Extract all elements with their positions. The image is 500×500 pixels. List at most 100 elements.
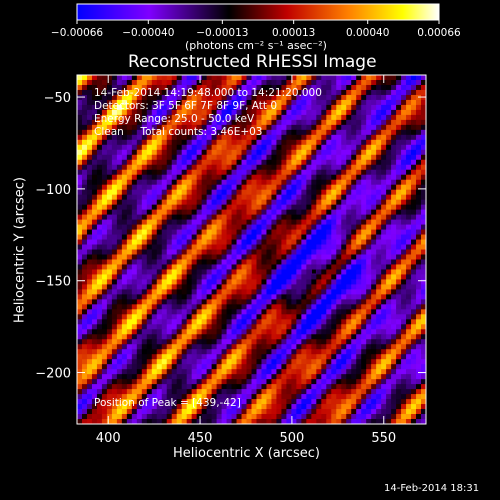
heatmap-cell <box>171 154 178 161</box>
heatmap-cell <box>206 319 213 325</box>
heatmap-cell <box>396 99 402 106</box>
heatmap-cell <box>326 119 332 126</box>
heatmap-cell <box>206 194 213 201</box>
heatmap-cell <box>196 384 203 390</box>
heatmap-cell <box>221 239 227 245</box>
heatmap-cell <box>171 204 178 211</box>
heatmap-cell <box>96 304 103 310</box>
heatmap-cell <box>366 359 372 365</box>
heatmap-cell <box>386 349 392 355</box>
heatmap-cell <box>156 154 163 161</box>
heatmap-cell <box>106 334 113 340</box>
heatmap-cell <box>356 264 362 270</box>
heatmap-cell <box>191 309 198 315</box>
heatmap-cell <box>321 239 327 245</box>
heatmap-cell <box>121 149 128 156</box>
heatmap-cell <box>396 309 402 315</box>
heatmap-cell <box>256 209 262 215</box>
heatmap-cell <box>186 89 193 96</box>
heatmap-cell <box>266 234 272 240</box>
heatmap-cell <box>416 334 422 340</box>
heatmap-cell <box>416 414 422 420</box>
heatmap-cell <box>136 174 143 181</box>
heatmap-cell <box>291 144 297 151</box>
heatmap-cell <box>421 154 426 161</box>
heatmap-cell <box>301 339 307 345</box>
heatmap-cell <box>246 319 252 325</box>
heatmap-cell <box>241 129 247 136</box>
heatmap-cell <box>311 224 317 230</box>
heatmap-cell <box>281 294 287 300</box>
heatmap-cell <box>176 354 183 360</box>
heatmap-cell <box>146 89 153 96</box>
heatmap-cell <box>291 75 297 81</box>
heatmap-cell <box>96 324 103 330</box>
heatmap-cell <box>81 414 88 420</box>
heatmap-cell <box>266 364 272 370</box>
heatmap-cell <box>131 394 138 400</box>
heatmap-cell <box>416 194 422 201</box>
heatmap-cell <box>421 79 426 86</box>
heatmap-cell <box>106 264 113 270</box>
heatmap-cell <box>326 114 332 121</box>
heatmap-cell <box>171 179 178 186</box>
heatmap-cell <box>256 379 262 385</box>
heatmap-cell <box>211 309 217 315</box>
heatmap-cell <box>246 159 252 166</box>
heatmap-cell <box>211 419 217 424</box>
heatmap-cell <box>286 144 292 151</box>
heatmap-cell <box>196 349 203 355</box>
heatmap-cell <box>351 184 357 191</box>
heatmap-cell <box>396 204 402 211</box>
heatmap-cell <box>151 229 158 235</box>
heatmap-cell <box>176 194 183 201</box>
heatmap-cell <box>256 189 262 196</box>
heatmap-cell <box>261 274 267 280</box>
heatmap-cell <box>396 119 402 126</box>
heatmap-cell <box>256 329 262 335</box>
heatmap-cell <box>201 419 208 424</box>
heatmap-cell <box>146 319 153 325</box>
heatmap-cell <box>141 364 148 370</box>
heatmap-cell <box>416 244 422 250</box>
heatmap-cell <box>246 299 252 305</box>
heatmap-cell <box>386 129 392 136</box>
heatmap-cell <box>161 399 168 405</box>
heatmap-cell <box>171 394 178 400</box>
heatmap-cell <box>361 414 367 420</box>
heatmap-cell <box>141 349 148 355</box>
heatmap-cell <box>136 129 143 136</box>
heatmap-cell <box>91 299 98 305</box>
heatmap-cell <box>231 224 237 230</box>
heatmap-cell <box>301 309 307 315</box>
heatmap-cell <box>86 329 93 335</box>
heatmap-cell <box>206 224 213 230</box>
heatmap-cell <box>356 334 362 340</box>
heatmap-cell <box>336 324 342 330</box>
heatmap-cell <box>371 279 377 285</box>
heatmap-cell <box>91 339 98 345</box>
heatmap-cell <box>296 244 302 250</box>
heatmap-cell <box>241 339 247 345</box>
heatmap-cell <box>396 249 402 255</box>
heatmap-cell <box>271 314 277 320</box>
heatmap-cell <box>201 229 208 235</box>
heatmap-cell <box>386 114 392 121</box>
heatmap-cell <box>116 304 123 310</box>
heatmap-cell <box>111 104 118 111</box>
heatmap-cell <box>171 104 178 111</box>
heatmap-cell <box>116 199 123 206</box>
heatmap-cell <box>156 329 163 335</box>
heatmap-cell <box>311 309 317 315</box>
heatmap-cell <box>121 109 128 116</box>
heatmap-cell <box>261 129 267 136</box>
heatmap-cell <box>291 94 297 101</box>
heatmap-cell <box>236 114 242 121</box>
heatmap-cell <box>406 324 412 330</box>
heatmap-cell <box>271 374 277 380</box>
heatmap-cell <box>341 359 347 365</box>
heatmap-cell <box>176 144 183 151</box>
heatmap-cell <box>311 384 317 390</box>
heatmap-cell <box>196 369 203 375</box>
heatmap-cell <box>271 209 277 215</box>
